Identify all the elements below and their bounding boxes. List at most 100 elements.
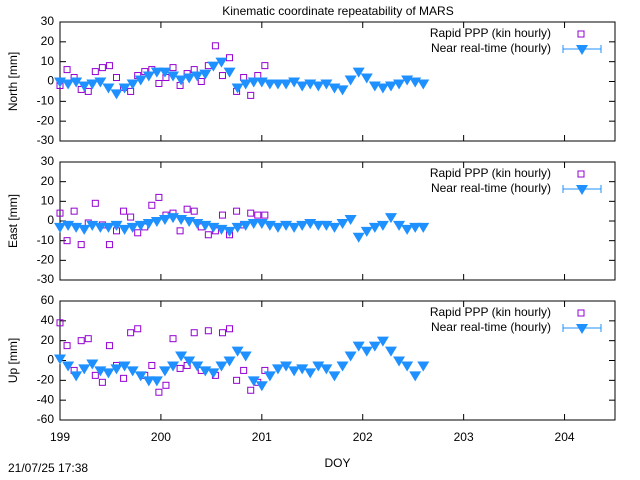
data-point: [247, 77, 260, 88]
data-point: [204, 231, 212, 239]
data-point: [158, 366, 171, 377]
data-point: [255, 381, 268, 392]
data-point: [207, 61, 220, 72]
data-point: [70, 77, 83, 88]
data-point: [328, 222, 341, 233]
data-point: [175, 75, 188, 86]
data-point: [368, 222, 381, 233]
data-point: [86, 79, 99, 90]
y-tick-label: -30: [37, 133, 55, 147]
data-point: [134, 371, 147, 382]
data-point: [226, 325, 234, 333]
data-point: [376, 83, 389, 94]
data-point: [231, 83, 244, 94]
data-point: [158, 67, 171, 78]
data-point: [304, 368, 317, 379]
data-point: [247, 91, 255, 99]
data-point: [127, 329, 135, 337]
data-point: [63, 237, 71, 245]
timestamp: 21/07/25 17:38: [8, 461, 88, 475]
data-point: [98, 64, 106, 72]
data-point: [134, 229, 142, 237]
data-point: [78, 224, 91, 235]
data-point: [183, 73, 196, 84]
data-point: [77, 337, 85, 345]
data-point: [231, 222, 244, 233]
data-point: [62, 361, 75, 372]
x-tick-label: 204: [555, 430, 575, 444]
data-point: [218, 211, 226, 219]
y-tick-label: 0: [47, 74, 54, 88]
data-point: [218, 72, 226, 80]
y-tick-label: -10: [37, 94, 55, 108]
data-point: [344, 215, 357, 226]
y-tick-label: -40: [37, 392, 55, 406]
y-tick-label: 20: [41, 34, 55, 48]
y-tick-label: 30: [41, 14, 55, 28]
legend-marker: [576, 324, 588, 334]
data-point: [247, 209, 255, 217]
data-point: [376, 220, 389, 231]
legend-marker: [577, 170, 585, 178]
data-point: [312, 81, 325, 92]
data-point: [183, 356, 196, 367]
data-point: [175, 351, 188, 362]
data-point: [247, 386, 255, 394]
data-point: [360, 73, 373, 84]
data-point: [360, 226, 373, 237]
data-point: [417, 79, 430, 90]
data-point: [105, 241, 113, 249]
data-point: [320, 79, 333, 90]
data-point: [150, 376, 163, 387]
data-point: [239, 79, 252, 90]
data-point: [239, 220, 252, 231]
data-point: [167, 361, 180, 372]
data-point: [62, 79, 75, 90]
data-point: [233, 376, 241, 384]
data-point: [77, 241, 85, 249]
y-axis-label: Up [mm]: [6, 338, 20, 383]
data-point: [56, 209, 64, 217]
data-point: [296, 364, 309, 375]
data-point: [368, 341, 381, 352]
data-point: [280, 361, 293, 372]
data-point: [280, 79, 293, 90]
data-point: [417, 361, 430, 372]
y-tick-label: 20: [41, 174, 55, 188]
data-point: [142, 71, 155, 82]
data-point: [393, 79, 406, 90]
y-tick-label: 20: [41, 333, 55, 347]
legend-label: Rapid PPP (kin hourly): [430, 26, 551, 40]
data-point: [102, 83, 115, 94]
data-point: [102, 222, 115, 233]
data-point: [191, 71, 204, 82]
data-point: [207, 368, 220, 379]
data-point: [312, 220, 325, 231]
legend-label: Rapid PPP (kin hourly): [430, 166, 551, 180]
y-tick-label: -20: [37, 253, 55, 267]
data-point: [150, 217, 163, 227]
data-point: [134, 220, 147, 231]
data-point: [393, 220, 406, 231]
data-point: [134, 325, 142, 333]
legend-label: Near real-time (hourly): [431, 320, 551, 334]
data-point: [336, 85, 349, 96]
data-point: [91, 68, 99, 76]
data-point: [384, 81, 397, 92]
data-point: [384, 213, 397, 224]
data-point: [127, 213, 135, 221]
data-point: [56, 319, 64, 327]
data-point: [110, 220, 123, 231]
data-point: [215, 361, 228, 372]
data-point: [401, 361, 414, 372]
data-point: [91, 199, 99, 207]
data-point: [70, 207, 78, 215]
data-point: [296, 81, 309, 92]
data-point: [288, 366, 301, 377]
data-point: [254, 211, 262, 219]
data-point: [271, 222, 284, 233]
data-point: [113, 74, 121, 82]
data-point: [223, 226, 236, 237]
data-point: [190, 207, 198, 215]
data-point: [336, 361, 349, 372]
